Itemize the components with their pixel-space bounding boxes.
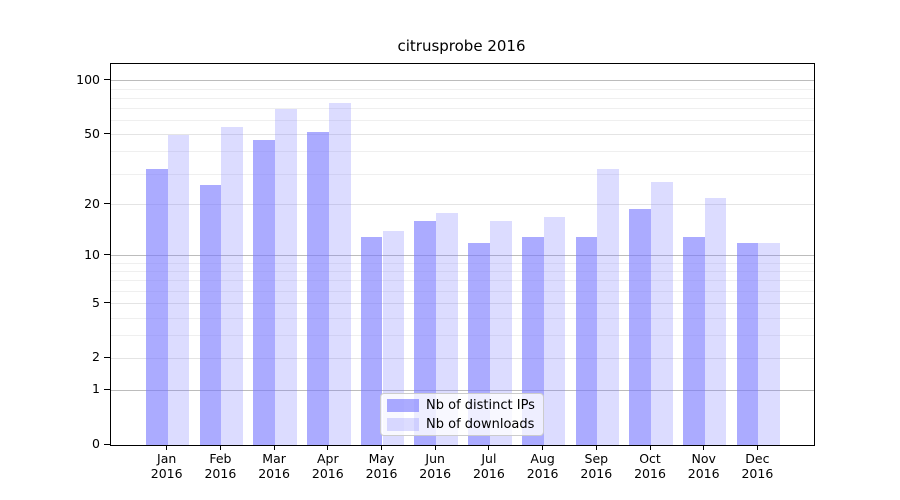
- bar-downloads: [221, 127, 244, 445]
- legend-item-distinct-ips: Nb of distinct IPs: [381, 398, 543, 413]
- y-tick: [104, 302, 110, 304]
- bar-downloads: [651, 182, 673, 445]
- major-gridline: [111, 389, 814, 391]
- x-tick: [219, 445, 221, 450]
- minor-gridline: [111, 173, 814, 175]
- minor-gridline: [111, 108, 814, 110]
- bar-downloads: [489, 221, 512, 445]
- legend-item-downloads: Nb of downloads: [381, 417, 543, 432]
- minor-gridline: [111, 271, 814, 273]
- x-tick: [327, 445, 329, 450]
- y-tick-label: 50: [84, 125, 100, 141]
- minor-gridline: [111, 120, 814, 122]
- bar-distinct-ips: [145, 169, 168, 445]
- y-tick-label: 0: [92, 436, 100, 451]
- y-tick-label: 5: [92, 294, 100, 310]
- bar-distinct-ips: [414, 221, 437, 445]
- y-tick: [104, 79, 110, 81]
- bar-distinct-ips: [521, 236, 544, 445]
- x-tick-label: Oct 2016: [634, 451, 666, 481]
- x-tick: [595, 445, 597, 450]
- x-tick-label: May 2016: [365, 451, 398, 481]
- x-tick-label: Nov 2016: [687, 451, 720, 481]
- x-tick: [756, 445, 758, 450]
- x-tick: [488, 445, 490, 450]
- bar-distinct-ips: [360, 236, 383, 445]
- x-tick-label: Mar 2016: [258, 451, 290, 481]
- x-tick-label: Apr 2016: [311, 451, 344, 481]
- gridline: [111, 303, 814, 305]
- bar-distinct-ips: [682, 236, 705, 445]
- minor-gridline: [111, 290, 814, 292]
- minor-gridline: [111, 97, 814, 99]
- x-tick-label: Jan 2016: [150, 451, 183, 481]
- x-tick-label: Feb 2016: [204, 451, 237, 481]
- bar-downloads: [436, 212, 458, 445]
- minor-gridline: [111, 317, 814, 319]
- legend-swatch-distinct-ips: [387, 398, 419, 412]
- x-tick: [703, 445, 705, 450]
- minor-gridline: [111, 280, 814, 282]
- y-tick: [104, 388, 110, 390]
- y-tick: [104, 356, 110, 358]
- y-tick-label: 1: [92, 381, 100, 397]
- bar-distinct-ips: [575, 236, 598, 445]
- x-tick: [649, 445, 651, 450]
- x-tick-label: Dec 2016: [741, 451, 774, 481]
- major-gridline: [111, 255, 814, 257]
- y-tick-label: 10: [84, 246, 100, 262]
- x-tick-label: Aug 2016: [526, 451, 559, 481]
- bar-downloads: [704, 197, 727, 445]
- minor-gridline: [111, 262, 814, 264]
- plot-area: [110, 63, 815, 446]
- bar-distinct-ips: [629, 208, 651, 445]
- legend-label-distinct-ips: Nb of distinct IPs: [426, 397, 535, 413]
- legend: Nb of distinct IPs Nb of downloads: [380, 393, 544, 436]
- y-tick: [104, 203, 110, 205]
- minor-gridline: [111, 335, 814, 337]
- major-gridline: [111, 80, 814, 82]
- bar-downloads: [758, 242, 781, 445]
- gridline: [111, 134, 814, 136]
- x-tick: [166, 445, 168, 450]
- x-tick-label: Jun 2016: [419, 451, 452, 481]
- minor-gridline: [111, 151, 814, 153]
- x-tick-label: Sep 2016: [580, 451, 613, 481]
- y-tick: [104, 443, 110, 445]
- bar-downloads: [167, 134, 190, 445]
- y-tick-label: 2: [92, 349, 100, 365]
- bar-downloads: [275, 108, 297, 445]
- bar-distinct-ips: [199, 184, 222, 445]
- bar-distinct-ips: [253, 139, 276, 445]
- bar-downloads: [328, 103, 351, 445]
- bar-downloads: [382, 231, 405, 445]
- y-tick-label: 20: [84, 195, 100, 211]
- y-tick-label: 100: [76, 71, 100, 87]
- bar-distinct-ips: [736, 242, 759, 445]
- bar-downloads: [543, 216, 566, 445]
- x-tick: [434, 445, 436, 450]
- legend-swatch-downloads: [387, 417, 419, 431]
- bar-downloads: [597, 169, 620, 445]
- gridline: [111, 204, 814, 206]
- y-tick: [104, 133, 110, 135]
- x-tick: [542, 445, 544, 450]
- minor-gridline: [111, 88, 814, 90]
- bar-distinct-ips: [307, 131, 329, 445]
- x-tick-label: Jul 2016: [472, 451, 505, 481]
- legend-label-downloads: Nb of downloads: [426, 416, 535, 432]
- chart-title: citrusprobe 2016: [397, 37, 526, 55]
- y-tick: [104, 254, 110, 256]
- x-tick: [381, 445, 382, 450]
- x-tick: [273, 445, 275, 450]
- gridline: [111, 357, 814, 359]
